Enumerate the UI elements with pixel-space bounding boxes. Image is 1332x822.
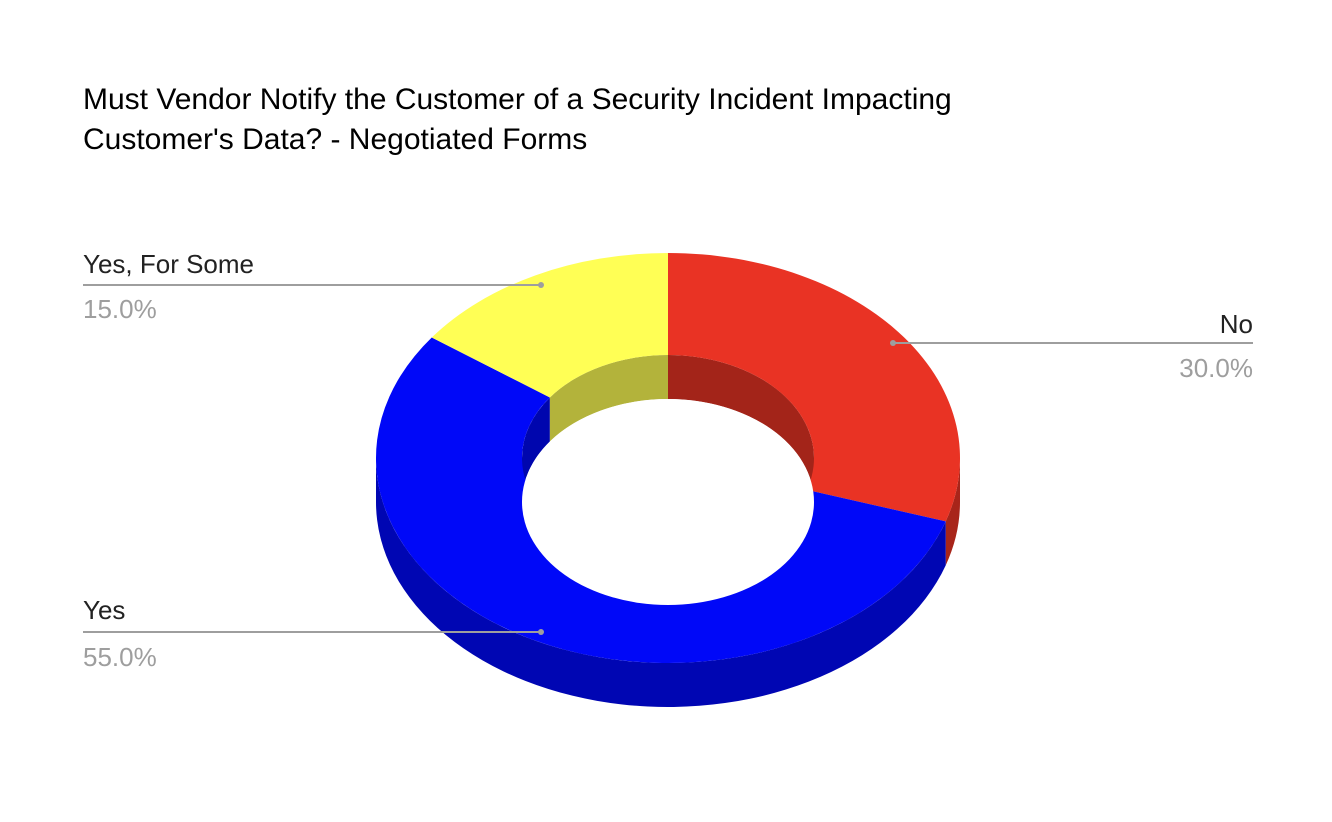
slice-labels-layer: No 30.0% Yes 55.0% Yes, For Some 15.0% [83,249,1253,672]
slice-percent-no: 30.0% [1179,353,1253,383]
callout-dot-no [890,340,896,346]
slice-yes [376,337,946,663]
slice-side-no [945,458,960,566]
chart-title: Must Vendor Notify the Customer of a Sec… [83,80,1183,160]
slice-percent-yes-for-some: 15.0% [83,294,157,324]
slice-label-yes: Yes [83,595,125,625]
callout-dot-yes-for-some [538,282,544,288]
chart-title-line-1: Must Vendor Notify the Customer of a Sec… [83,83,952,116]
slice-inner-wall-yes-for-some-1 [549,355,668,442]
slice-inner-wall-no-0 [668,355,814,502]
slice-side-yes [376,458,946,707]
donut-top-layer [376,253,960,663]
slice-yes-for-some [431,253,668,398]
donut-hole-layer [522,399,814,605]
slice-inner-wall-yes-1 [522,397,550,502]
donut-depth-layer [376,458,960,707]
slice-label-yes-for-some: Yes, For Some [83,249,254,279]
donut-inner-wall-layer [522,355,814,502]
slice-percent-yes: 55.0% [83,642,157,672]
donut-hole [522,399,814,605]
chart-title-line-2: Customer's Data? - Negotiated Forms [83,123,588,156]
slice-no [668,253,960,522]
slice-label-no: No [1220,309,1253,339]
callout-dot-yes [538,629,544,635]
